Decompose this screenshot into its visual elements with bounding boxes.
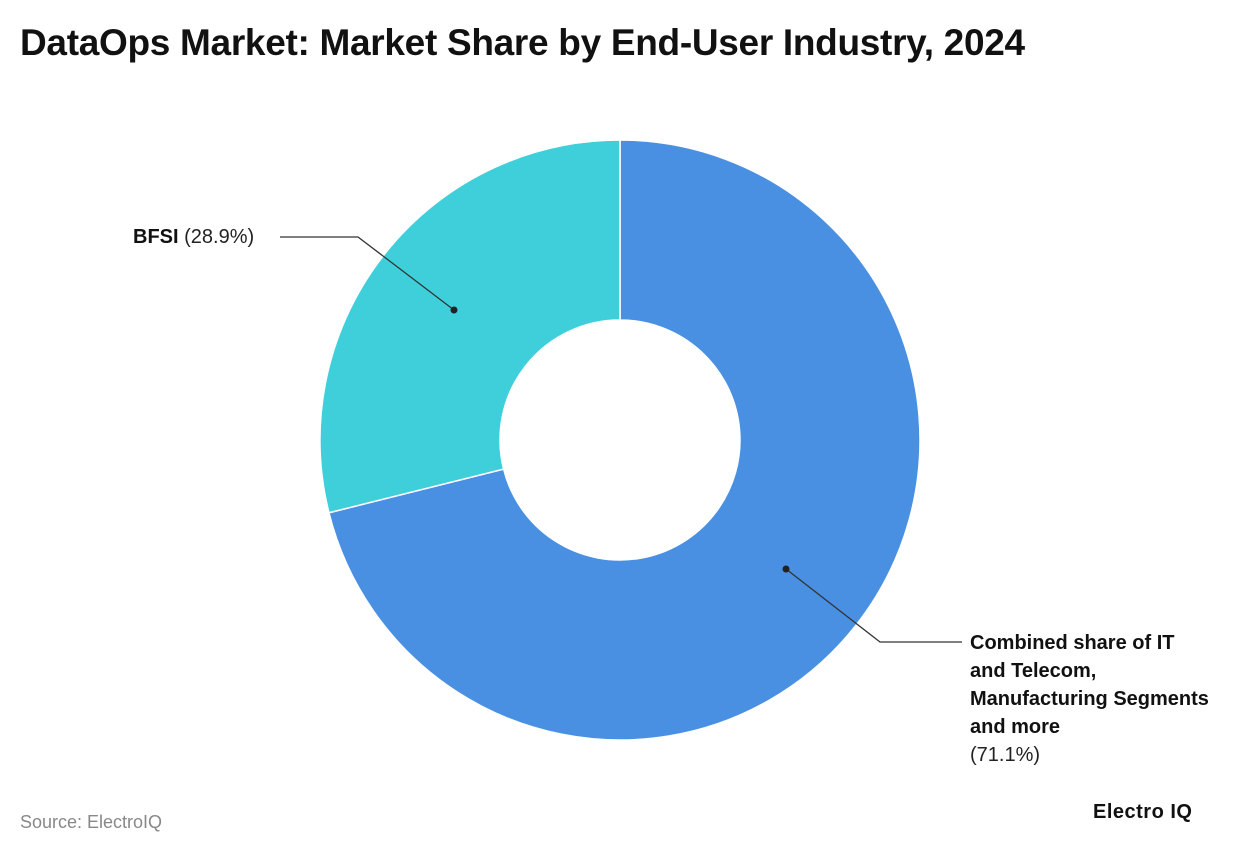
slice-label-value: (71.1%) (970, 744, 1041, 766)
slice-label-value: (28.9%) (184, 226, 255, 248)
donut-slice-0 (328, 139, 921, 741)
leader-line-bfsi-dot (450, 306, 458, 314)
chart-title: DataOps Market: Market Share by End-User… (20, 22, 1025, 63)
slice-label-name: Combined share of IT and Telecom, Manufa… (970, 632, 1209, 738)
slice-label-combined: Combined share of IT and Telecom, Manufa… (970, 629, 1210, 769)
leader-line-combined (785, 568, 962, 643)
source-note: Source: ElectroIQ (20, 812, 163, 832)
leader-line-combined-dot (782, 565, 790, 573)
donut-slice-1 (319, 139, 621, 514)
slice-label-bfsi: BFSI (28.9%) (133, 223, 254, 251)
electroiq-logo: Electro IQ (1093, 801, 1193, 823)
slice-label-name: BFSI (133, 226, 179, 248)
leader-line-bfsi (280, 236, 455, 311)
